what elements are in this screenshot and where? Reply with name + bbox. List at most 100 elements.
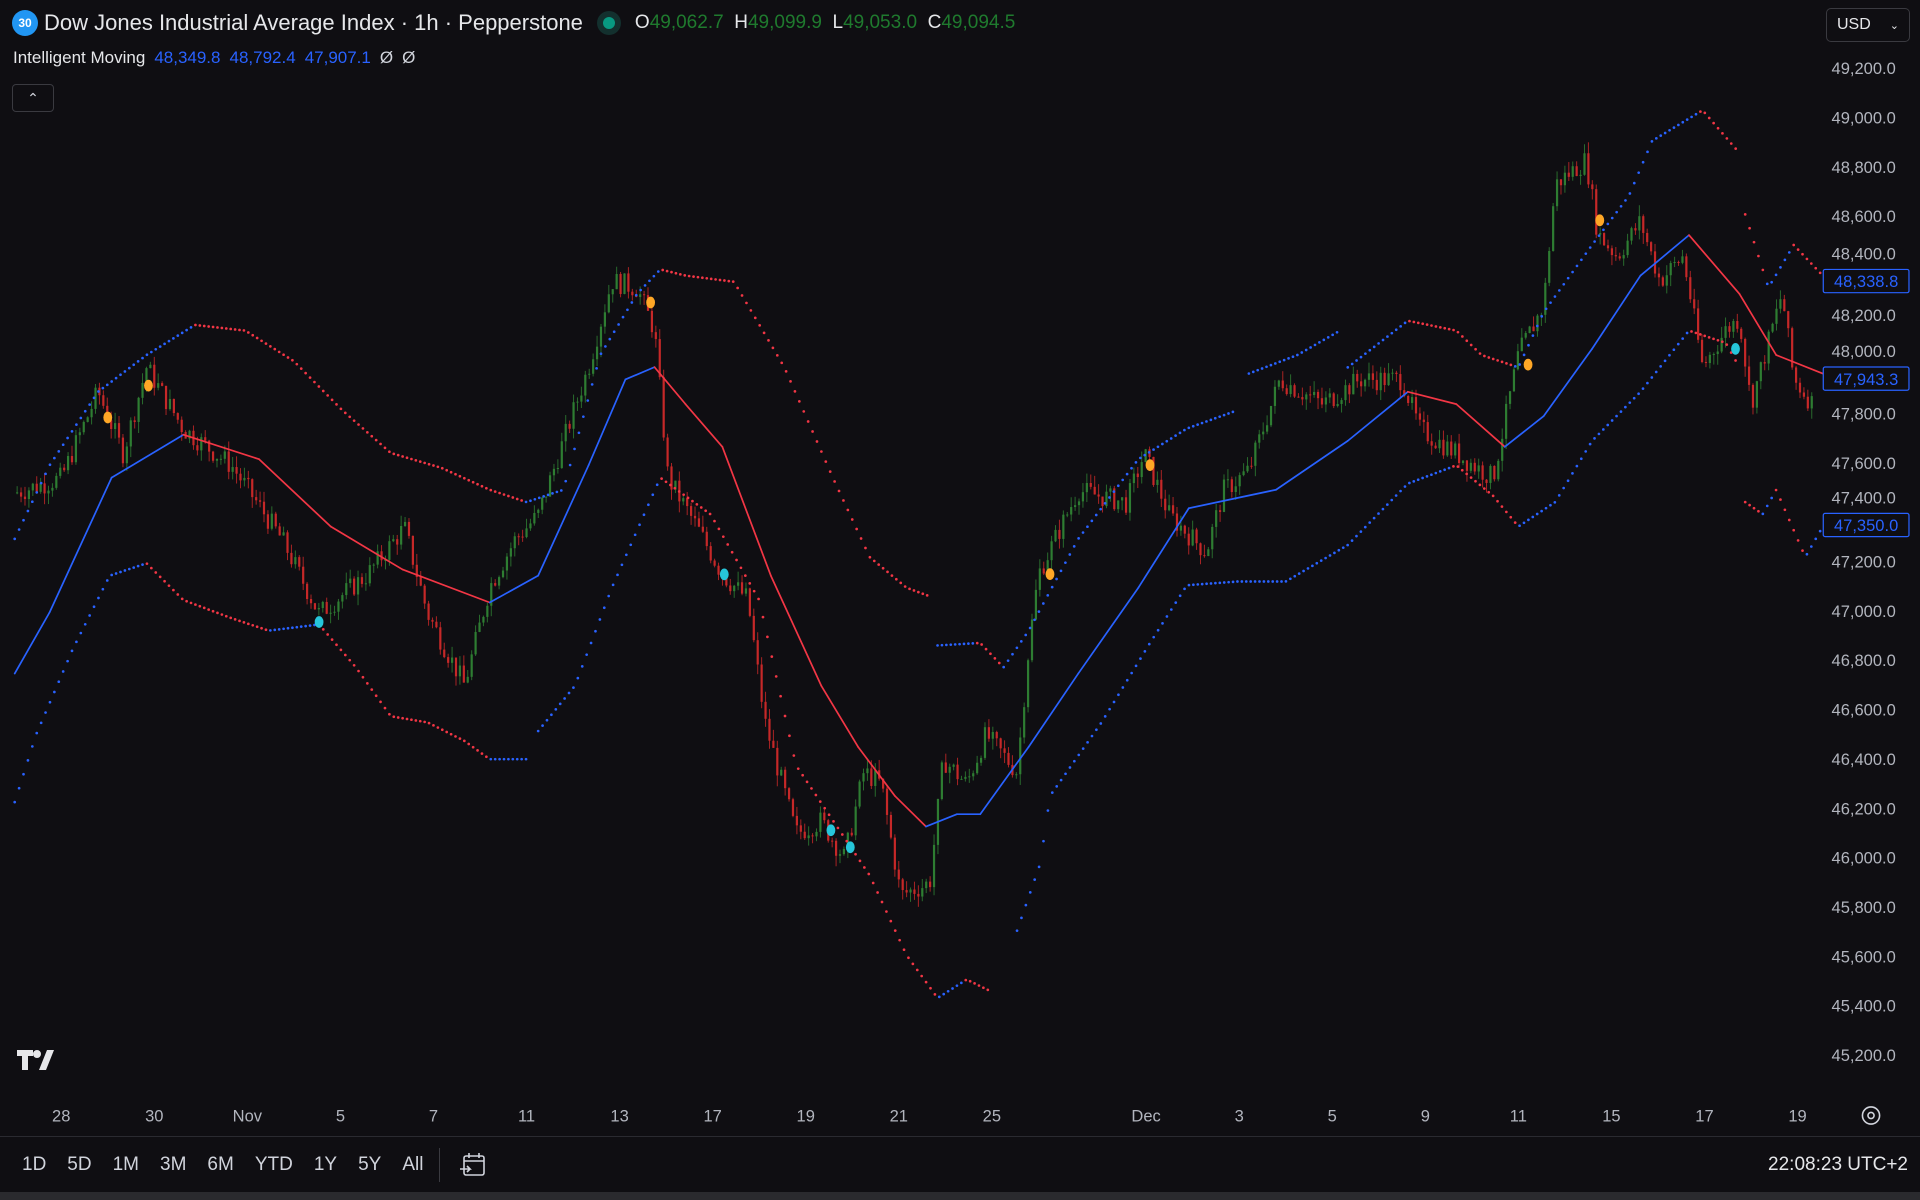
lower-band-dot — [1474, 479, 1477, 483]
upper-band-dot — [88, 403, 91, 406]
upper-band-dot — [718, 278, 722, 282]
tradingview-logo[interactable] — [17, 1048, 63, 1072]
upper-band-dot — [705, 276, 709, 280]
symbol-title[interactable]: Dow Jones Industrial Average Index · 1h … — [44, 10, 583, 35]
upper-band-dot — [621, 315, 625, 319]
candle — [560, 441, 563, 468]
lower-band-dot — [233, 618, 237, 621]
candle — [1026, 660, 1030, 708]
lower-band-dot — [1240, 580, 1244, 583]
range-5y[interactable]: 5Y — [358, 1154, 382, 1175]
upper-band-dot — [1099, 507, 1102, 511]
candle — [227, 451, 230, 472]
lower-band-dot — [1796, 539, 1800, 542]
upper-band-dot — [1659, 134, 1663, 137]
candle — [784, 769, 787, 789]
upper-band-dot — [967, 642, 970, 645]
lower-band-dot — [1487, 490, 1491, 494]
lower-band-dot — [458, 737, 462, 740]
axis-settings-icon[interactable] — [1861, 1106, 1881, 1125]
lower-band-dot — [1183, 587, 1186, 591]
clock-timezone[interactable]: 22:08:23 UTC+2 — [1768, 1154, 1908, 1175]
lower-band-dot — [1615, 414, 1618, 418]
sell-signal-marker — [1045, 568, 1055, 581]
candle — [145, 368, 148, 383]
candle — [1559, 179, 1563, 186]
lower-band-dot — [1095, 728, 1098, 732]
price-tick-label: 47,800.0 — [1832, 405, 1896, 424]
range-1d[interactable]: 1D — [22, 1154, 47, 1175]
lower-band-dot — [616, 573, 619, 577]
range-3m[interactable]: 3M — [160, 1154, 187, 1175]
candle — [31, 483, 34, 491]
upper-band-dot — [1269, 363, 1273, 367]
range-6m[interactable]: 6M — [207, 1154, 234, 1175]
candle — [258, 500, 262, 502]
range-1y[interactable]: 1Y — [313, 1154, 338, 1175]
collapse-legend-button[interactable]: ⌃ — [12, 84, 54, 112]
upper-band-dot — [868, 555, 872, 559]
lower-band-dot — [673, 486, 677, 490]
lower-band-dot — [1801, 549, 1804, 552]
lower-band-dot — [1368, 521, 1372, 524]
lower-band-dot — [1522, 521, 1526, 525]
lower-band-dot — [185, 599, 188, 603]
upper-band-dot — [1725, 137, 1729, 140]
candle — [70, 456, 74, 463]
upper-band-dot — [480, 484, 484, 488]
lower-band-dot — [669, 483, 672, 487]
price-tick-label: 45,800.0 — [1832, 898, 1896, 917]
candle — [1266, 425, 1269, 432]
time-axis[interactable]: 28 30 Nov 5 7 11 13 17 19 21 25 Dec 3 5 9 11 15 17 19 — [52, 1107, 1807, 1126]
candle — [642, 294, 646, 296]
indicator-legend[interactable]: Intelligent Moving 48,349.8 48,792.4 47,… — [13, 48, 415, 68]
lower-band-dot — [1531, 515, 1535, 519]
upper-band-dot — [330, 398, 334, 402]
lower-band-dot — [476, 749, 479, 752]
range-5d[interactable]: 5D — [67, 1154, 92, 1175]
candle — [1324, 397, 1327, 405]
candle — [462, 665, 465, 683]
lower-band-dot — [97, 596, 100, 600]
upper-band-dot — [709, 277, 713, 281]
price-axis[interactable]: 49,200.0 49,000.0 48,800.0 48,600.0 48,400.0… — [1822, 59, 1910, 1065]
upper-band-dot — [1452, 328, 1455, 332]
upper-band-dot — [1322, 338, 1326, 342]
ma-segment — [587, 378, 627, 467]
lower-band-dot — [53, 690, 56, 694]
candle — [956, 764, 959, 780]
upper-band-dot — [608, 337, 612, 341]
upper-band-dot — [454, 472, 457, 476]
indicator-value: 48,792.4 — [229, 48, 296, 67]
candle — [400, 525, 403, 545]
lower-band-dot — [580, 665, 584, 668]
lower-band-dot — [1610, 419, 1614, 422]
upper-band-dot — [1309, 346, 1312, 349]
lower-band-dot — [1518, 524, 1521, 528]
lower-band-dot — [432, 723, 435, 727]
lower-band-dot — [1108, 707, 1111, 711]
range-1m[interactable]: 1M — [112, 1154, 139, 1175]
candle — [776, 747, 779, 776]
candle — [917, 893, 920, 897]
lower-band-dot — [1482, 487, 1486, 490]
range-ytd[interactable]: YTD — [254, 1154, 293, 1175]
range-all[interactable]: All — [402, 1154, 424, 1175]
upper-band-dot — [313, 380, 316, 384]
go-to-date-icon[interactable] — [458, 1150, 488, 1180]
candle — [1461, 460, 1465, 464]
lower-band-dot — [1302, 569, 1305, 573]
upper-band-dot — [445, 468, 449, 472]
time-tick-label: 9 — [1421, 1107, 1430, 1126]
currency-select[interactable]: USD ⌄ — [1826, 8, 1910, 42]
price-tick-label: 45,600.0 — [1832, 947, 1896, 966]
upper-band-dot — [1654, 136, 1658, 140]
candle — [1473, 462, 1476, 472]
lower-band-dot — [1196, 583, 1200, 586]
indicator-name[interactable]: Intelligent Moving — [13, 48, 146, 67]
upper-band-dot — [599, 352, 603, 356]
upper-band-dot — [269, 345, 272, 348]
upper-band-dot — [993, 657, 997, 660]
candle — [850, 832, 853, 836]
